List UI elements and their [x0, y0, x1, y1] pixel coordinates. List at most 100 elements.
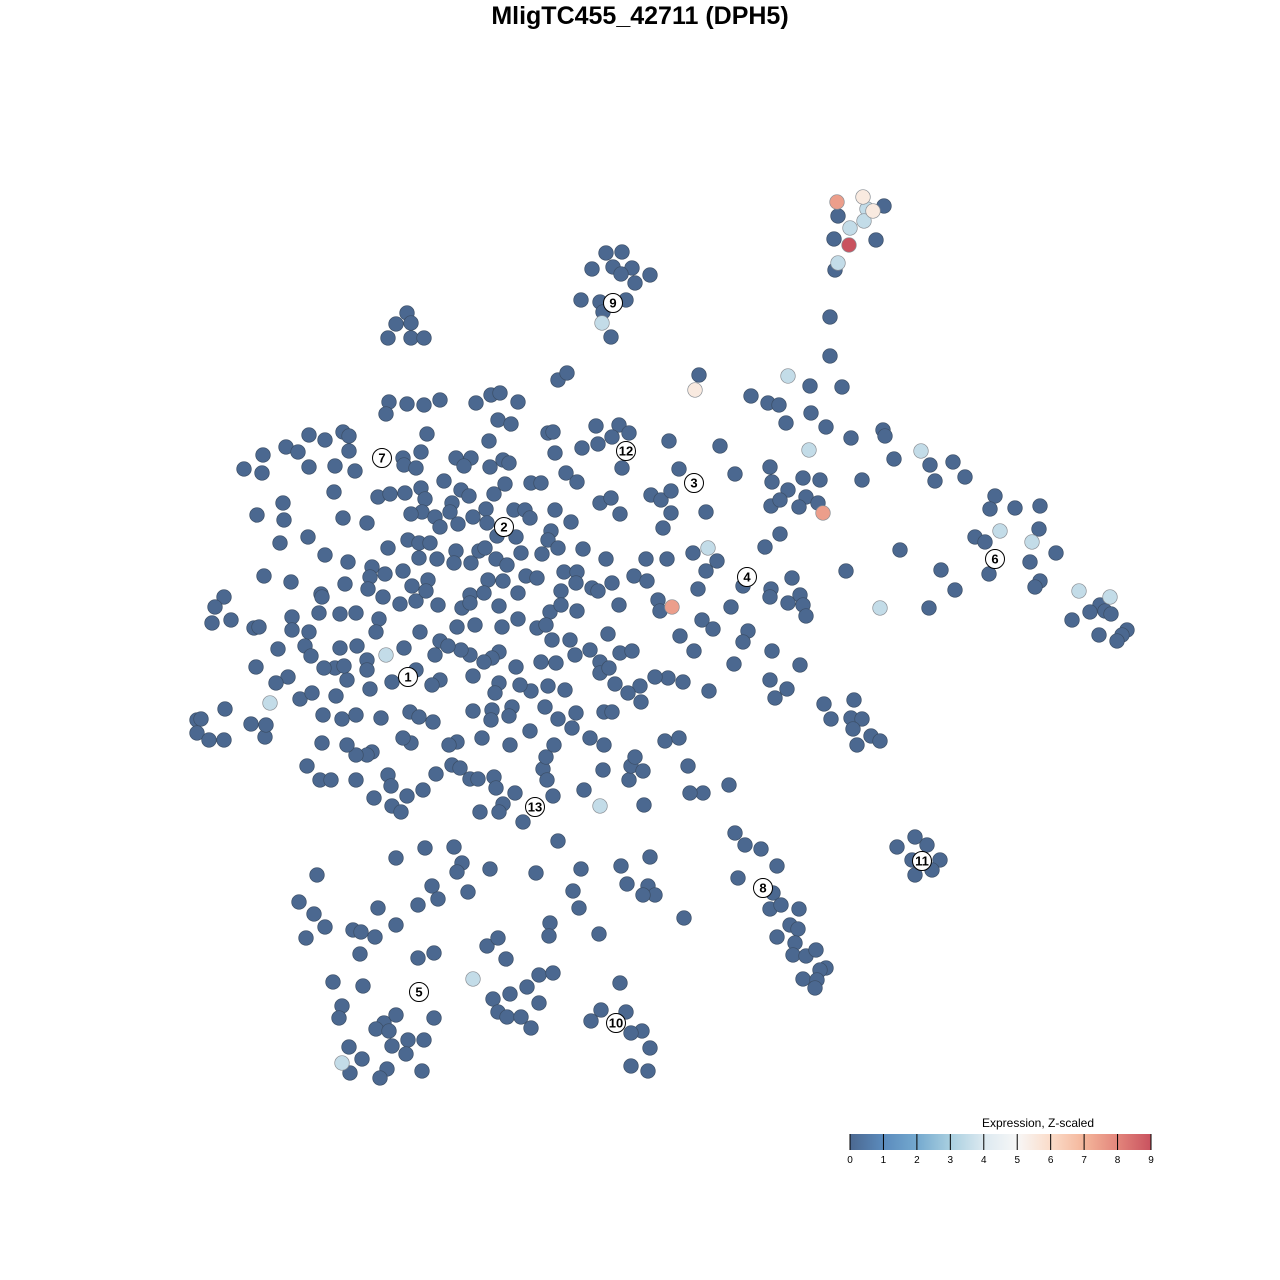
data-point: [349, 638, 365, 654]
data-point: [823, 711, 839, 727]
data-point: [251, 619, 267, 635]
data-point: [491, 598, 507, 614]
data-point: [815, 505, 831, 521]
data-point: [672, 628, 688, 644]
data-point: [592, 798, 608, 814]
data-point: [830, 255, 846, 271]
data-point: [372, 1070, 388, 1086]
data-point: [544, 632, 560, 648]
data-point: [440, 638, 456, 654]
data-point: [384, 1038, 400, 1054]
data-point: [328, 688, 344, 704]
data-point: [576, 782, 592, 798]
data-point: [642, 267, 658, 283]
data-point: [1027, 579, 1043, 595]
data-point: [377, 566, 393, 582]
data-point: [583, 1013, 599, 1029]
data-point: [523, 1020, 539, 1036]
data-point: [661, 433, 677, 449]
data-point: [779, 681, 795, 697]
data-point: [522, 723, 538, 739]
data-point: [842, 220, 858, 236]
cluster-label-10: 10: [606, 1013, 626, 1033]
data-point: [539, 772, 555, 788]
cluster-label-text: 6: [991, 552, 998, 567]
data-point: [843, 430, 859, 446]
data-point: [427, 647, 443, 663]
data-point: [992, 523, 1008, 539]
data-point: [378, 406, 394, 422]
data-point: [563, 514, 579, 530]
data-point: [590, 436, 606, 452]
data-point: [499, 557, 515, 573]
data-point: [721, 777, 737, 793]
data-point: [568, 575, 584, 591]
data-point: [436, 473, 452, 489]
data-point: [792, 657, 808, 673]
data-point: [340, 554, 356, 570]
data-point: [388, 850, 404, 866]
data-point: [582, 730, 598, 746]
data-point: [478, 501, 494, 517]
data-point: [795, 971, 811, 987]
data-point: [545, 788, 561, 804]
data-point: [803, 405, 819, 421]
data-point: [449, 864, 465, 880]
data-point: [614, 244, 630, 260]
data-point: [613, 266, 629, 282]
data-point: [395, 730, 411, 746]
data-point: [460, 884, 476, 900]
data-point: [424, 677, 440, 693]
data-point: [726, 656, 742, 672]
data-point: [854, 472, 870, 488]
data-point: [546, 737, 562, 753]
data-point: [254, 465, 270, 481]
data-point: [450, 516, 466, 532]
data-point: [564, 720, 580, 736]
data-point: [347, 463, 363, 479]
data-point: [515, 814, 531, 830]
cluster-label-marker: [753, 878, 773, 898]
data-point: [270, 641, 286, 657]
data-point: [508, 659, 524, 675]
data-point: [764, 643, 780, 659]
data-point: [540, 532, 556, 548]
data-point: [342, 1065, 358, 1081]
data-point: [593, 1002, 609, 1018]
data-point: [403, 330, 419, 346]
data-point: [337, 576, 353, 592]
data-point: [380, 540, 396, 556]
data-point: [306, 906, 322, 922]
data-point: [396, 640, 412, 656]
cluster-label-12: 12: [616, 441, 636, 461]
data-point: [558, 465, 574, 481]
data-point: [1109, 633, 1125, 649]
colorbar-tick-label: 8: [1115, 1155, 1121, 1166]
data-point: [822, 309, 838, 325]
data-point: [432, 392, 448, 408]
data-point: [510, 585, 526, 601]
data-point: [501, 455, 517, 471]
data-point: [818, 419, 834, 435]
data-point: [456, 458, 472, 474]
data-point: [547, 445, 563, 461]
data-point: [584, 261, 600, 277]
data-point: [856, 213, 872, 229]
data-point: [1082, 604, 1098, 620]
data-point: [481, 433, 497, 449]
data-point: [467, 617, 483, 633]
data-point: [769, 929, 785, 945]
cluster-label-text: 5: [415, 985, 422, 1000]
cluster-label-marker: [525, 797, 545, 817]
data-point: [588, 418, 604, 434]
data-point: [485, 991, 501, 1007]
data-point: [772, 492, 788, 508]
data-point: [621, 772, 637, 788]
data-point: [359, 662, 375, 678]
cluster-label-4: 4: [737, 567, 757, 587]
cluster-label-text: 13: [528, 800, 542, 815]
cluster-label-marker: [912, 851, 932, 871]
data-point: [795, 470, 811, 486]
data-point: [449, 619, 465, 635]
data-point: [498, 951, 514, 967]
